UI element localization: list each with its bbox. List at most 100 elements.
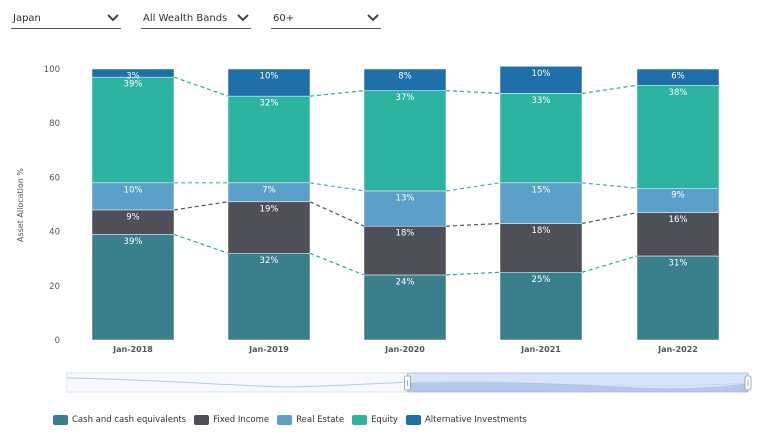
bar-data-label: 6% <box>671 72 685 82</box>
chart-legend: Cash and cash equivalents Fixed Income Rea… <box>53 413 535 427</box>
range-navigator[interactable] <box>66 372 752 393</box>
bar-data-label: 18% <box>396 229 415 239</box>
bar-segment[interactable] <box>363 90 447 192</box>
country-dropdown-value: Japan <box>13 13 41 24</box>
bar-data-label: 10% <box>124 185 143 195</box>
bar-segment[interactable] <box>227 95 311 184</box>
series-connectors <box>173 76 638 276</box>
legend-label: Alternative Investments <box>424 415 527 425</box>
legend-swatch <box>277 415 293 425</box>
bar-segment[interactable] <box>499 66 583 94</box>
series-connector-line <box>173 76 229 97</box>
series-connector-line <box>445 182 501 192</box>
bar-segment[interactable] <box>363 274 447 341</box>
bar-data-label: 19% <box>260 204 279 214</box>
bar-segment[interactable] <box>499 272 583 341</box>
bar-segment[interactable] <box>636 68 720 86</box>
bar-data-label: 33% <box>532 96 551 106</box>
bar-segment[interactable] <box>499 93 583 184</box>
legend-label: Cash and cash equivalents <box>72 415 187 425</box>
x-tick-label: Jan-2021 <box>520 345 561 354</box>
x-tick-label: Jan-2022 <box>657 345 698 354</box>
bar-segment[interactable] <box>499 223 583 273</box>
bar-segment[interactable] <box>636 187 720 213</box>
bar-data-label: 24% <box>396 277 415 287</box>
data-labels: 39%9%10%39%3%32%19%7%32%10%24%18%13%37%8… <box>124 69 688 288</box>
bar-data-label: 38% <box>669 88 688 98</box>
series-connector-line <box>309 252 365 276</box>
series-connector-line <box>309 201 365 227</box>
navigator-range-area <box>407 382 748 392</box>
series-connector-line <box>173 233 229 254</box>
series-connector-line <box>309 90 365 97</box>
bar-segment[interactable] <box>363 225 447 276</box>
y-tick-label: 60 <box>49 173 60 183</box>
bar-data-label: 9% <box>671 191 685 201</box>
y-tick-label: 80 <box>49 119 60 129</box>
bar-data-label: 37% <box>396 93 415 103</box>
x-tick-label: Jan-2020 <box>384 345 425 354</box>
legend-item[interactable]: Real Estate <box>277 415 344 425</box>
series-connector-line <box>581 212 638 225</box>
bar-data-label: 25% <box>532 275 551 285</box>
bar-data-label: 39% <box>124 80 143 90</box>
y-tick-label: 0 <box>55 336 60 346</box>
legend-swatch <box>405 415 421 425</box>
y-axis-ticks: 0 20 40 60 80 100 <box>44 65 60 346</box>
x-tick-label: Jan-2018 <box>112 345 153 354</box>
bar-data-label: 18% <box>532 226 551 236</box>
bar-data-label: 8% <box>398 72 412 82</box>
age-dropdown[interactable]: 60+ <box>271 9 381 29</box>
bar-segment[interactable] <box>363 190 447 227</box>
bar-segment[interactable] <box>91 209 175 235</box>
legend-label: Equity <box>371 415 398 425</box>
legend-label: Fixed Income <box>213 415 270 425</box>
y-axis-title: Asset Allocation % <box>16 168 25 242</box>
legend-item[interactable]: Fixed Income <box>194 415 269 425</box>
bar-segment[interactable] <box>636 255 720 341</box>
series-connector-line <box>445 271 501 276</box>
bar-segment[interactable] <box>636 212 720 257</box>
bar-data-label: 15% <box>532 185 551 195</box>
x-tick-label: Jan-2019 <box>248 345 289 354</box>
series-connector-line <box>309 182 365 192</box>
bar-segment[interactable] <box>91 234 175 341</box>
series-connector-line <box>581 182 638 189</box>
wealth-band-dropdown-value: All Wealth Bands <box>143 13 228 24</box>
bar-data-label: 32% <box>260 99 279 109</box>
bar-segment[interactable] <box>91 68 175 78</box>
bar-data-label: 9% <box>126 212 140 222</box>
country-dropdown[interactable]: Japan <box>11 9 121 29</box>
bar-data-label: 32% <box>260 256 279 266</box>
series-connector-line <box>581 255 638 273</box>
legend-label: Real Estate <box>296 415 345 425</box>
wealth-band-dropdown[interactable]: All Wealth Bands <box>141 9 251 29</box>
bar-segment[interactable] <box>227 201 311 254</box>
bar-segment[interactable] <box>227 253 311 341</box>
x-axis-ticks: Jan-2018 Jan-2019 Jan-2020 Jan-2021 Jan-2022 <box>112 345 698 354</box>
bar-data-label: 3% <box>126 72 140 82</box>
bar-segment[interactable] <box>91 76 175 184</box>
bar-data-label: 31% <box>669 258 688 268</box>
bar-segment[interactable] <box>363 68 447 91</box>
legend-item[interactable]: Equity <box>352 415 398 425</box>
stacked-bars <box>91 66 720 341</box>
asset-allocation-chart: Asset Allocation % 0 20 40 60 80 100 39% 9% 10%… <box>16 65 752 393</box>
series-connector-line <box>581 84 638 94</box>
series-connector-line <box>173 201 229 211</box>
bar-segment[interactable] <box>636 85 720 189</box>
bar-data-label: 7% <box>262 185 276 195</box>
bar-data-label: 16% <box>669 215 688 225</box>
y-tick-label: 40 <box>49 228 60 238</box>
bar-data-label: 10% <box>260 72 279 82</box>
series-connector-line <box>445 90 501 94</box>
bar-data-label: 13% <box>396 193 415 203</box>
legend-item[interactable]: Alternative Investments <box>405 415 527 425</box>
y-tick-label: 20 <box>49 282 60 292</box>
bar-segment[interactable] <box>227 68 311 97</box>
bar-data-label: 10% <box>532 69 551 79</box>
bar-segment[interactable] <box>499 182 583 224</box>
legend-item[interactable]: Cash and cash equivalents <box>53 415 186 425</box>
age-dropdown-value: 60+ <box>273 13 295 24</box>
chevron-down-icon <box>237 14 249 22</box>
